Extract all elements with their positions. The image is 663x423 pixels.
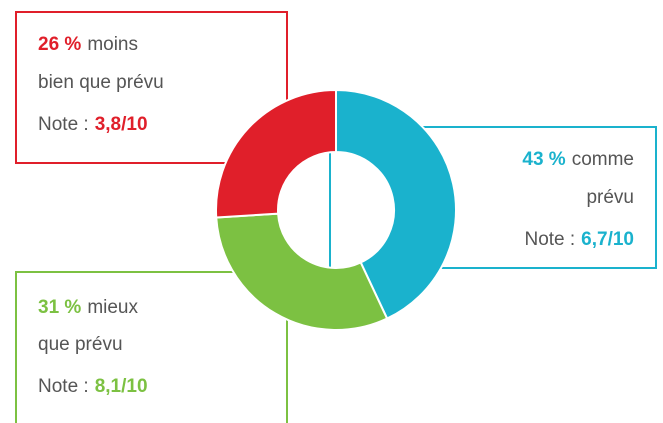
segment-label: 26 % moins: [38, 34, 138, 55]
note-value: 3,8/10: [95, 114, 148, 135]
note-label: Note :: [524, 229, 575, 250]
category-label: bien que prévu: [38, 72, 164, 93]
note-value: 8,1/10: [95, 376, 148, 397]
donut-segment: [335, 88, 457, 320]
donut-segment: [215, 212, 389, 331]
value-label: 26 %: [38, 34, 81, 55]
value-label: 43 %: [522, 149, 565, 170]
note-label: Note :: [38, 114, 89, 135]
category-label: prévu: [586, 187, 634, 208]
category-label: comme: [572, 149, 634, 170]
donut-segment: [215, 88, 337, 219]
note-label: Note :: [38, 376, 89, 397]
annotation-box: [15, 11, 288, 164]
annotation-box: [15, 271, 288, 423]
category-label: mieux: [87, 297, 138, 318]
note: Note : 8,1/10: [38, 376, 148, 397]
note-value: 6,7/10: [581, 229, 634, 250]
annotation-box: [329, 126, 657, 269]
category-label: moins: [87, 34, 138, 55]
note: Note : 3,8/10: [38, 114, 148, 135]
value-label: 31 %: [38, 297, 81, 318]
segment-label: 43 % comme: [522, 149, 634, 170]
segment-label: 31 % mieux: [38, 297, 138, 318]
note: Note : 6,7/10: [524, 229, 634, 250]
category-label: que prévu: [38, 334, 123, 355]
